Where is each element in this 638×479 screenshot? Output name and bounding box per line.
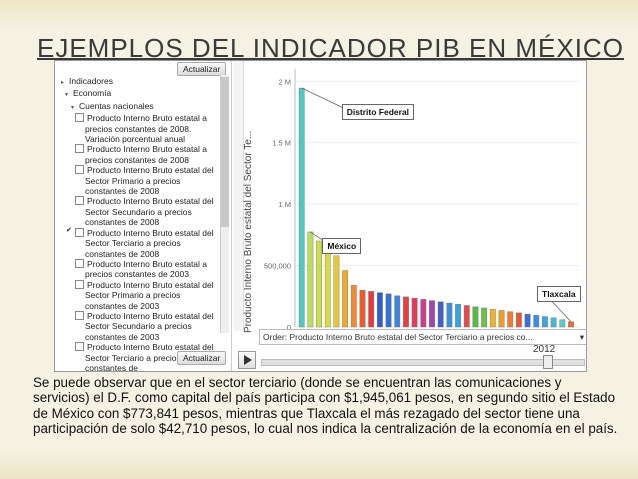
indicator-item[interactable]: Producto Interno Bruto estatal del Secto… (71, 310, 219, 342)
chart-area: Producto Interno Bruto estatal del Secto… (233, 61, 586, 371)
bar-chart: 0 500,000 1 M 1.5 M 2 M (264, 69, 579, 331)
indicator-checkbox[interactable] (75, 144, 84, 154)
indicator-checkbox[interactable] (75, 165, 84, 175)
indicator-label: Producto Interno Bruto estatal a precios… (85, 113, 208, 145)
bar (342, 270, 349, 328)
indicator-label: Producto Interno Bruto estatal del Secto… (85, 279, 214, 311)
bar (368, 291, 375, 328)
bar (420, 299, 427, 328)
bar (463, 305, 470, 328)
indicator-checkbox[interactable] (75, 279, 84, 289)
tree-national-accounts[interactable]: ▾ Cuentas nacionales (71, 101, 219, 113)
indicator-checkbox[interactable] (75, 196, 84, 206)
bar-callout: Distrito Federal (341, 104, 415, 121)
bar (568, 321, 574, 328)
indicator-panel: Actualizar ▸ Indicadores ▾ Economía ▾ Cuent… (55, 61, 232, 371)
indicator-label: Producto Interno Bruto estatal a precios… (85, 144, 208, 165)
bar-callout: México (322, 237, 362, 254)
top-decoration (0, 0, 638, 30)
play-icon (244, 355, 252, 365)
indicator-label: Producto Interno Bruto estatal del Secto… (85, 196, 214, 228)
bar (429, 300, 435, 328)
bar (533, 315, 540, 328)
chevron-down-icon: ▾ (579, 332, 584, 342)
collapse-icon: ▸ (61, 80, 65, 86)
bar (307, 231, 314, 328)
tree-economy[interactable]: ▾ Economía (65, 88, 219, 100)
bar (324, 248, 331, 328)
order-dropdown[interactable]: Order: Producto Interno Bruto estatal de… (259, 329, 586, 345)
indicator-checkbox[interactable] (75, 310, 84, 320)
bar (350, 285, 357, 328)
tree-scrollbar[interactable] (220, 75, 229, 333)
indicator-label: Producto Interno Bruto estatal del Secto… (85, 310, 214, 342)
bar (359, 289, 366, 328)
indicator-label: Producto Interno Bruto estatal del Secto… (85, 227, 214, 259)
bar (411, 297, 418, 328)
bar (498, 310, 505, 328)
indicator-item[interactable]: Producto Interno Bruto estatal a precios… (71, 258, 219, 280)
indicator-item[interactable]: Producto Interno Bruto estatal del Secto… (71, 279, 219, 311)
time-slider[interactable] (261, 359, 585, 366)
bar (472, 306, 479, 328)
indicator-item[interactable]: Producto Interno Bruto estatal a precios… (71, 144, 219, 165)
bar (507, 311, 514, 328)
update-button-bottom[interactable]: Actualizar (177, 351, 227, 365)
update-button-top[interactable]: Actualizar (177, 62, 227, 76)
expand-icon: ▾ (65, 92, 69, 99)
indicator-item[interactable]: Producto Interno Bruto estatal del Secto… (71, 227, 219, 259)
indicator-label: Producto Interno Bruto estatal del Secto… (85, 342, 214, 372)
indicator-label: Producto Interno Bruto estatal a precios… (85, 258, 208, 280)
bar (515, 312, 522, 328)
bar (333, 255, 340, 328)
bar (298, 87, 305, 328)
description-paragraph: Se puede observar que en el sector terci… (33, 375, 618, 437)
indicator-checkbox[interactable] (75, 258, 84, 268)
bar (559, 319, 566, 328)
y-tick-label: 1 M (278, 200, 291, 209)
callout-leader (301, 87, 348, 111)
indicator-item[interactable]: Producto Interno Bruto estatal del Secto… (71, 342, 219, 372)
bottom-decoration (0, 452, 638, 479)
side-tab[interactable] (233, 61, 244, 331)
bar (524, 313, 531, 328)
play-button[interactable] (238, 351, 256, 369)
motion-chart-screenshot: Actualizar ▸ Indicadores ▾ Economía ▾ Cuent… (54, 60, 587, 372)
bar (403, 296, 409, 328)
bar (455, 304, 461, 328)
bar (385, 293, 392, 328)
bar (437, 301, 444, 328)
bar-callout: Tlaxcala (537, 285, 581, 302)
bar (376, 292, 383, 328)
indicator-list: Producto Interno Bruto estatal a precios… (61, 113, 219, 372)
indicator-checkbox[interactable] (75, 227, 84, 237)
bar (489, 308, 496, 328)
year-label: 2012 (533, 344, 556, 355)
scrollbar-thumb[interactable] (221, 77, 229, 227)
bar (446, 302, 453, 328)
bar (542, 316, 548, 328)
indicator-checkbox[interactable] (75, 342, 84, 352)
y-tick-label: 2 M (278, 77, 291, 86)
indicator-checkbox[interactable] (75, 113, 84, 123)
expand-icon: ▾ (71, 104, 75, 111)
tree-root[interactable]: ▸ Indicadores (61, 76, 219, 88)
bar (481, 307, 488, 328)
indicator-label: Producto Interno Bruto estatal del Secto… (85, 165, 214, 197)
y-tick-label: 1.5 M (272, 139, 291, 148)
bar (394, 295, 401, 328)
indicator-tree: ▸ Indicadores ▾ Economía ▾ Cuentas nacional… (61, 76, 219, 372)
indicator-item[interactable]: Producto Interno Bruto estatal del Secto… (71, 165, 219, 196)
time-slider-thumb[interactable] (543, 355, 553, 369)
indicator-item[interactable]: Producto Interno Bruto estatal del Secto… (71, 196, 219, 227)
indicator-item[interactable]: Producto Interno Bruto estatal a precios… (71, 113, 219, 144)
y-tick-label: 0 (287, 323, 291, 331)
bar (550, 317, 557, 328)
bar (316, 240, 322, 328)
slide-title: EJEMPLOS DEL INDICADOR PIB EN MÉXICO (37, 33, 624, 63)
y-tick-label: 500,000 (264, 262, 291, 271)
